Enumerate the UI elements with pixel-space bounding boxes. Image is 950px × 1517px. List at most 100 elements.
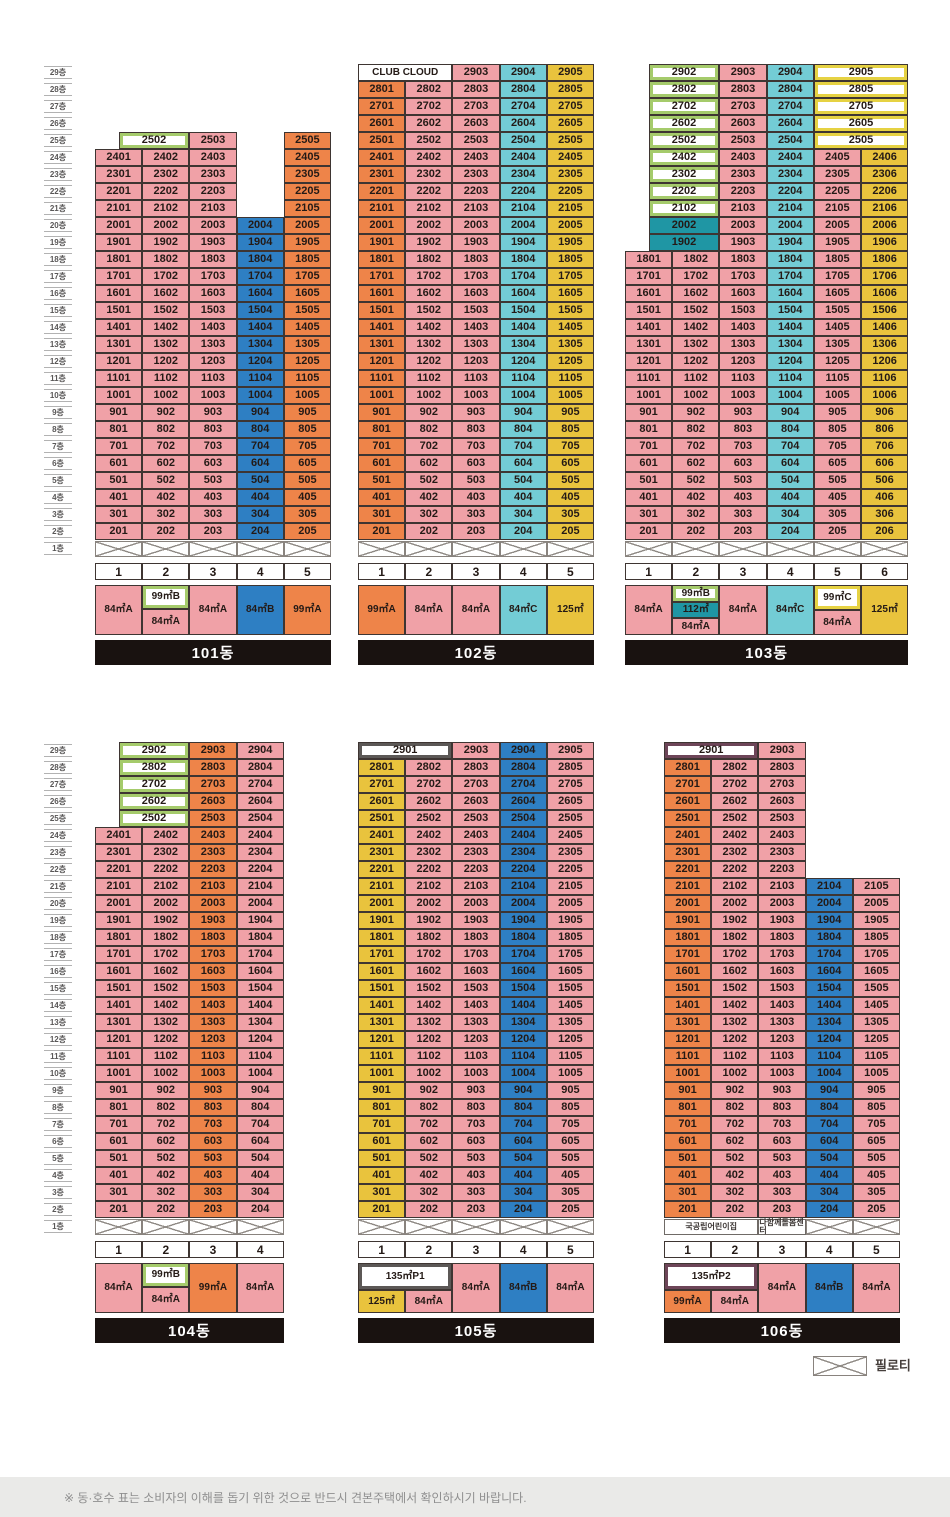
unit-cell: 2304 [766,166,814,183]
unit-cell: 203 [719,523,767,540]
legend-cell: 84㎡A [236,1263,284,1313]
unit-cell: 1505 [852,980,900,997]
unit-cell: 501 [358,1150,406,1167]
unit-cell: 1504 [499,980,547,997]
legend-cell: 99㎡B [142,585,190,609]
unit-cell: 305 [546,1184,594,1201]
ground-facility-cell: 국공립어린이집 [664,1219,759,1235]
floor-label: 10층 [44,1067,72,1080]
unit-cell: 704 [236,438,284,455]
unit-cell: 903 [189,1082,237,1099]
unit-cell: 602 [142,455,190,472]
unit-cell: 2004 [499,217,547,234]
unit-cell: 1704 [499,268,547,285]
piloti-cell [813,541,861,557]
unit-cell: 506 [861,472,909,489]
unit-cell: 2504 [236,810,284,827]
floor-label: 7층 [44,440,72,453]
unit-cell: 902 [142,1082,190,1099]
unit-cell: 904 [236,1082,284,1099]
unit-cell: 504 [805,1150,853,1167]
unit-cell: 1502 [405,980,453,997]
unit-cell: 201 [95,1201,143,1218]
unit-cell: 304 [499,506,547,523]
unit-cell: 806 [861,421,909,438]
unit-cell: 2204 [766,183,814,200]
unit-cell: 2003 [719,217,767,234]
unit-cell: 805 [813,421,861,438]
legend-cell: 84㎡B [236,585,284,635]
unit-cell: 2502 [405,810,453,827]
unit-cell: 603 [719,455,767,472]
floor-label: 28층 [44,761,72,774]
column-number-cell: 2 [142,1241,190,1258]
unit-cell: 2905 [546,64,594,81]
unit-cell: 904 [766,404,814,421]
unit-cell: 902 [711,1082,759,1099]
unit-cell: 2701 [358,776,406,793]
unit-cell: 2101 [95,200,143,217]
legend-cell: 84㎡A [142,609,190,635]
unit-cell: 503 [189,472,237,489]
unit-cell: 802 [711,1099,759,1116]
unit-cell: 2103 [452,878,500,895]
unit-cell: 1603 [189,285,237,302]
unit-cell: 2503 [452,132,500,149]
unit-cell: 1202 [711,1031,759,1048]
unit-cell: 402 [405,1167,453,1184]
legend-cell: 84㎡A [452,585,500,635]
unit-cell: 202 [672,523,720,540]
unit-cell: 1402 [672,319,720,336]
unit-cell: 1302 [672,336,720,353]
unit-cell: 2101 [95,878,143,895]
unit-cell: 1404 [499,319,547,336]
unit-cell: 2103 [719,200,767,217]
unit-cell: 2604 [766,115,814,132]
unit-cell: 505 [546,472,594,489]
unit-cell: 302 [672,506,720,523]
unit-cell: 305 [283,506,331,523]
unit-cell: 1803 [452,251,500,268]
unit-cell: 202 [405,523,453,540]
unit-cell: 1303 [719,336,767,353]
unit-cell: 702 [672,438,720,455]
unit-cell: 2301 [95,844,143,861]
unit-cell: 2304 [499,166,547,183]
unit-cell: 1804 [236,929,284,946]
unit-cell: 1504 [236,302,284,319]
unit-cell: 2004 [805,895,853,912]
unit-cell: 1303 [452,336,500,353]
unit-cell: 2403 [452,149,500,166]
unit-cell: 1403 [758,997,806,1014]
unit-cell: 605 [813,455,861,472]
unit-cell: 1601 [358,963,406,980]
unit-cell: 1005 [813,387,861,404]
unit-cell: 1201 [358,1031,406,1048]
unit-cell: 1401 [95,319,143,336]
unit-cell: 1703 [719,268,767,285]
unit-cell: 1103 [189,370,237,387]
column-number-cell: 4 [236,563,284,580]
unit-cell: 2304 [499,844,547,861]
unit-cell: 1105 [546,370,594,387]
unit-cell: 1603 [758,963,806,980]
unit-cell: 2201 [664,861,712,878]
unit-cell: 1101 [95,370,143,387]
unit-cell: 1202 [142,1031,190,1048]
column-number-cell: 1 [358,1241,406,1258]
unit-cell: 1902 [711,912,759,929]
unit-cell: 904 [805,1082,853,1099]
unit-cell: 1601 [358,285,406,302]
unit-cell: 1503 [189,302,237,319]
unit-cell: 405 [283,489,331,506]
floor-label: 23층 [44,168,72,181]
unit-cell: 2603 [452,793,500,810]
unit-cell-merged: 2805 [813,81,909,98]
unit-cell: 2102 [711,878,759,895]
floor-label: 8층 [44,1101,72,1114]
unit-cell: 1405 [813,319,861,336]
unit-cell: 403 [719,489,767,506]
unit-cell: 1806 [861,251,909,268]
unit-cell: 1802 [142,929,190,946]
unit-cell: 2203 [452,183,500,200]
